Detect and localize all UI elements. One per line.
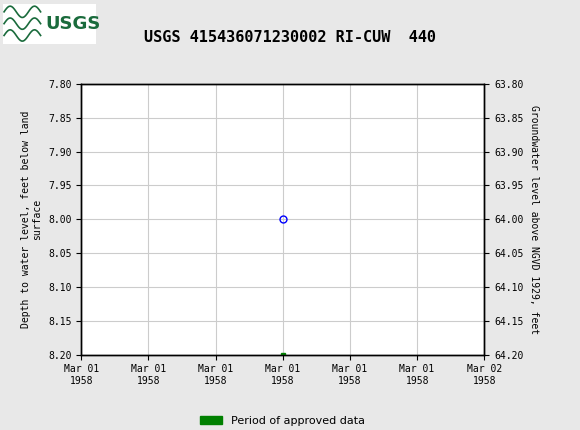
Y-axis label: Depth to water level, feet below land
surface: Depth to water level, feet below land su… [21,111,42,328]
Y-axis label: Groundwater level above NGVD 1929, feet: Groundwater level above NGVD 1929, feet [529,105,539,334]
Text: USGS: USGS [45,15,100,33]
Text: USGS 415436071230002 RI-CUW  440: USGS 415436071230002 RI-CUW 440 [144,30,436,45]
FancyBboxPatch shape [3,4,96,43]
Legend: Period of approved data: Period of approved data [196,412,370,430]
